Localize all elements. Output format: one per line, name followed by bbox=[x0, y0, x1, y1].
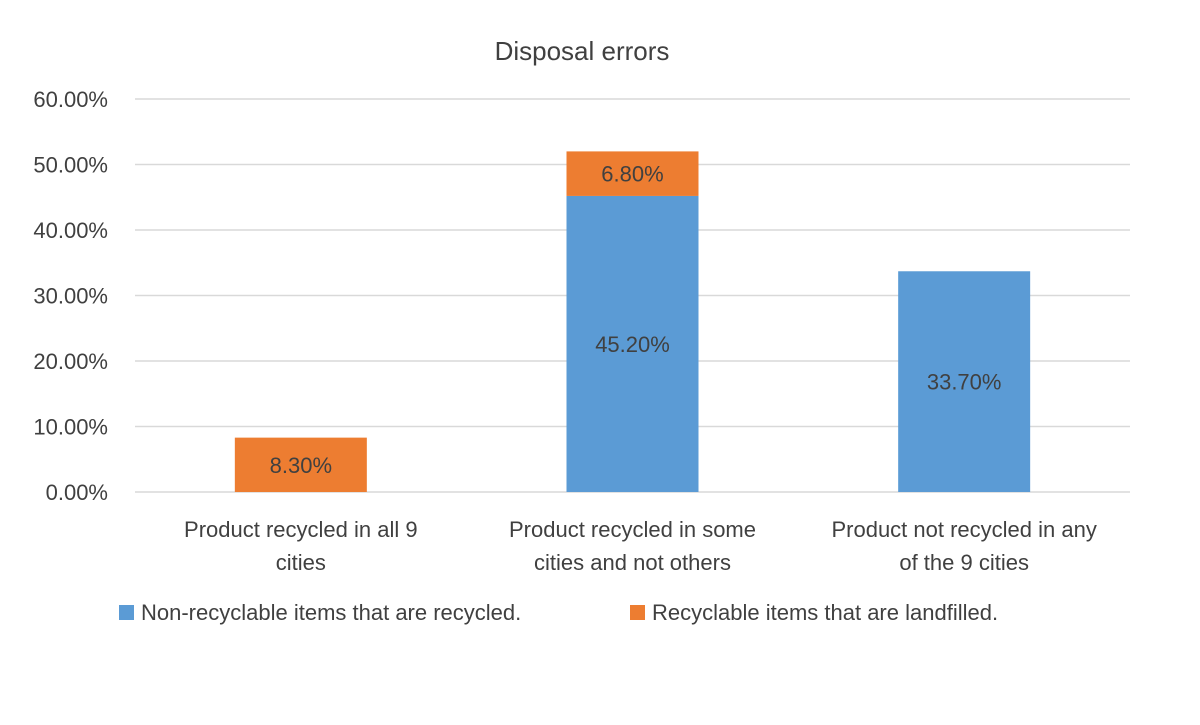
y-tick-label: 0.00% bbox=[46, 480, 108, 505]
x-axis-category-labels: Product recycled in all 9 cities Product r… bbox=[184, 517, 1097, 575]
bar-segment bbox=[566, 151, 699, 196]
y-axis-tick-labels: 0.00% 10.00% 20.00% 30.00% 40.00% 50.00% 60.00… bbox=[33, 87, 108, 505]
y-tick-label: 30.00% bbox=[33, 284, 108, 309]
data-label: 6.80% bbox=[601, 162, 663, 187]
legend: Non-recyclable items that are recycled. R… bbox=[119, 600, 998, 625]
x-category-label: Product recycled in some bbox=[509, 517, 756, 542]
x-category-label: Product not recycled in any bbox=[831, 517, 1096, 542]
y-tick-label: 60.00% bbox=[33, 87, 108, 112]
chart-title: Disposal errors bbox=[495, 36, 670, 66]
y-tick-label: 10.00% bbox=[33, 415, 108, 440]
legend-label: Non-recyclable items that are recycled. bbox=[141, 600, 521, 625]
data-label: 8.30% bbox=[270, 453, 332, 478]
x-category-label: cities and not others bbox=[534, 550, 731, 575]
x-category-label: of the 9 cities bbox=[899, 550, 1029, 575]
bars bbox=[234, 151, 1031, 492]
data-label: 45.20% bbox=[595, 332, 670, 357]
data-label: 33.70% bbox=[927, 370, 1002, 395]
y-tick-label: 40.00% bbox=[33, 218, 108, 243]
y-tick-label: 20.00% bbox=[33, 349, 108, 374]
bar-segment bbox=[234, 437, 367, 492]
data-labels: 8.30% 45.20% 6.80% 33.70% bbox=[270, 162, 1002, 478]
legend-swatch bbox=[630, 605, 645, 620]
x-category-label: Product recycled in all 9 bbox=[184, 517, 418, 542]
legend-label: Recyclable items that are landfilled. bbox=[652, 600, 998, 625]
bar-segment bbox=[566, 195, 699, 492]
bar-segment bbox=[898, 271, 1031, 492]
legend-swatch bbox=[119, 605, 134, 620]
x-category-label: cities bbox=[276, 550, 326, 575]
y-tick-label: 50.00% bbox=[33, 153, 108, 178]
